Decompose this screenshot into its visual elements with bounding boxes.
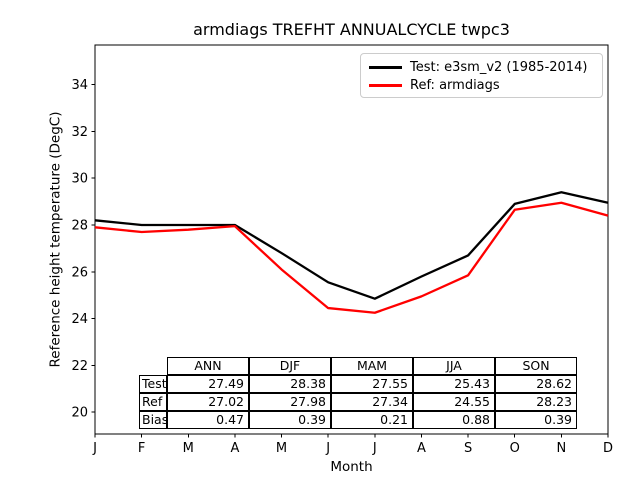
y-tick-label: 26 (71, 265, 88, 280)
x-tick-label: M (183, 441, 194, 456)
y-tick-label: 24 (71, 312, 88, 327)
x-axis-label: Month (330, 459, 373, 475)
y-tick-label: 32 (71, 125, 88, 140)
axes-frame (94, 44, 609, 435)
x-tick-label: J (325, 441, 330, 456)
y-tick-label: 28 (71, 218, 88, 233)
legend: Test: e3sm_v2 (1985-2014) Ref: armdiags (360, 53, 603, 98)
legend-label-ref: Ref: armdiags (410, 77, 500, 93)
x-tick-label: N (556, 441, 566, 456)
series-line-ref (94, 201, 609, 314)
legend-entry-ref: Ref: armdiags (361, 76, 602, 94)
y-axis-label: Reference height temperature (DegC) (47, 111, 64, 368)
y-tick-label: 22 (71, 359, 88, 374)
x-tick-label: J (372, 441, 377, 456)
test-line-sample (369, 65, 402, 69)
series-line-test (94, 191, 609, 300)
x-tick-label: M (276, 441, 287, 456)
x-tick-label: D (603, 441, 613, 456)
x-tick-label: J (92, 441, 97, 456)
y-tick-label: 20 (71, 406, 88, 421)
chart-title: armdiags TREFHT ANNUALCYCLE twpc3 (193, 20, 510, 39)
y-tick-label: 34 (71, 78, 88, 93)
x-tick-label: A (417, 441, 426, 456)
y-tick-label: 30 (71, 172, 88, 187)
legend-label-test: Test: e3sm_v2 (1985-2014) (410, 59, 588, 75)
x-tick-label: S (464, 441, 472, 456)
x-tick-label: O (510, 441, 520, 456)
x-tick-label: A (230, 441, 239, 456)
x-tick-label: F (138, 441, 145, 456)
ref-line-sample (369, 83, 402, 87)
legend-entry-test: Test: e3sm_v2 (1985-2014) (361, 58, 602, 76)
